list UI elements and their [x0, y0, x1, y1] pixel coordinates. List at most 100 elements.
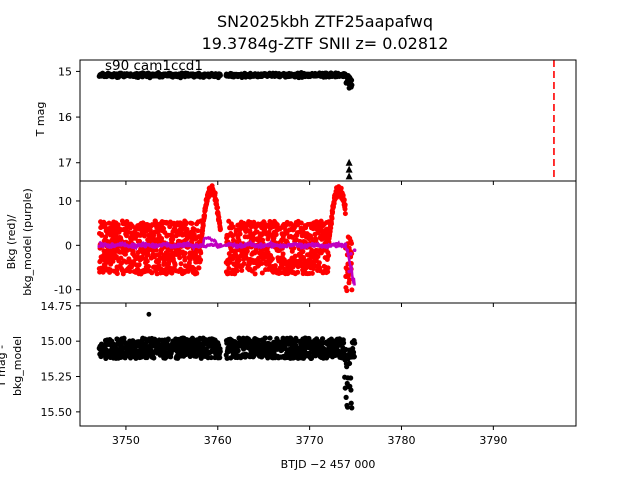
y-axis-label-top: T mag	[34, 102, 47, 138]
background-point	[325, 265, 331, 271]
data-point	[348, 77, 355, 83]
background-point	[234, 268, 240, 274]
annotation-camera: s90 cam1ccd1	[105, 58, 203, 74]
data-point	[352, 340, 358, 346]
background-point	[149, 270, 155, 276]
x-tick-label: 3770	[296, 434, 324, 447]
y-tick-label: 0	[65, 239, 72, 252]
background-point	[136, 262, 142, 268]
background-point	[178, 261, 184, 267]
data-point	[235, 348, 241, 354]
data-point	[208, 354, 214, 361]
data-point	[348, 375, 354, 381]
background-point	[184, 226, 190, 232]
data-point	[346, 360, 353, 367]
background-point	[236, 257, 242, 263]
background-point	[342, 211, 348, 217]
background-point	[195, 228, 201, 234]
background-point	[177, 255, 183, 261]
background-point	[330, 209, 336, 215]
background-point	[182, 250, 188, 256]
background-point	[347, 277, 353, 283]
background-point	[114, 271, 120, 277]
upper-limit-marker	[345, 172, 353, 180]
background-point	[274, 222, 280, 228]
panel-bottom-mag-minus-bkg: 14.75 15.00 15.25 15.50 3750 3760 3770 3780 3790	[41, 300, 577, 447]
panel-middle-background: -10 0 10	[54, 180, 577, 307]
background-point	[342, 202, 348, 208]
data-point	[121, 335, 127, 341]
background-point	[247, 261, 253, 267]
background-point	[309, 270, 315, 276]
background-point	[230, 224, 236, 230]
chart-title-line2: 19.3784g-ZTF SNII z= 0.02812	[202, 34, 449, 53]
background-point	[217, 226, 223, 232]
background-point	[196, 265, 202, 271]
background-point	[259, 260, 265, 266]
background-point	[341, 197, 347, 203]
background-point	[239, 267, 245, 273]
y-axis-label-middle-line2: bkg_model (purple)	[21, 188, 34, 295]
data-point	[350, 349, 357, 355]
data-point	[217, 355, 223, 361]
background-point	[244, 248, 250, 254]
bkg-model-point	[351, 276, 355, 281]
background-point	[280, 251, 286, 257]
data-point	[351, 354, 357, 360]
background-point	[315, 254, 321, 260]
data-point	[344, 404, 351, 410]
y-axis-label-middle-line1: Bkg (red)/	[5, 214, 18, 269]
background-point	[106, 220, 112, 226]
upper-limit-marker	[345, 165, 353, 173]
y-tick-label: 15.50	[41, 406, 73, 419]
data-points	[96, 70, 355, 180]
background-point	[329, 215, 335, 221]
background-point	[198, 257, 204, 263]
background-point	[215, 205, 221, 211]
y-axis-label-bottom-line2: bkg_model	[11, 336, 24, 396]
y-tick-label: 15.25	[41, 371, 73, 384]
data-point	[348, 387, 354, 393]
bkg-model-point	[352, 248, 357, 253]
background-point	[349, 240, 355, 246]
background-point	[338, 185, 344, 191]
data-points	[96, 183, 357, 294]
background-point	[200, 223, 206, 229]
background-point	[99, 232, 105, 238]
panel-top-mag: 15 16 17	[58, 59, 577, 185]
background-point	[189, 221, 195, 227]
background-point	[145, 252, 151, 258]
y-tick-label: -10	[54, 284, 72, 297]
y-tick-label: 17	[58, 157, 72, 170]
background-point	[273, 232, 279, 238]
background-point	[146, 264, 152, 270]
background-point	[349, 287, 355, 293]
background-point	[144, 258, 150, 264]
background-point	[260, 237, 266, 243]
background-point	[213, 198, 219, 204]
background-point	[340, 192, 346, 198]
data-point	[165, 336, 171, 342]
data-point	[349, 405, 355, 411]
background-point	[194, 270, 200, 276]
chart-title-line1: SN2025kbh ZTF25aapafwq	[217, 12, 433, 31]
data-point	[340, 340, 347, 346]
background-point	[316, 260, 322, 266]
background-point	[237, 231, 243, 237]
data-point	[262, 335, 269, 341]
background-point	[170, 236, 176, 242]
data-point	[151, 355, 157, 361]
background-point	[308, 235, 314, 241]
background-point	[241, 261, 247, 267]
background-point	[169, 269, 175, 275]
background-point	[281, 257, 287, 263]
background-point	[183, 220, 189, 226]
data-point	[349, 82, 355, 88]
x-tick-label: 3750	[112, 434, 140, 447]
background-point	[226, 266, 232, 272]
background-point	[328, 225, 334, 231]
bkg-model-point	[218, 242, 223, 247]
y-tick-label: 15.00	[41, 335, 73, 348]
background-point	[182, 257, 188, 263]
background-point	[326, 239, 332, 245]
